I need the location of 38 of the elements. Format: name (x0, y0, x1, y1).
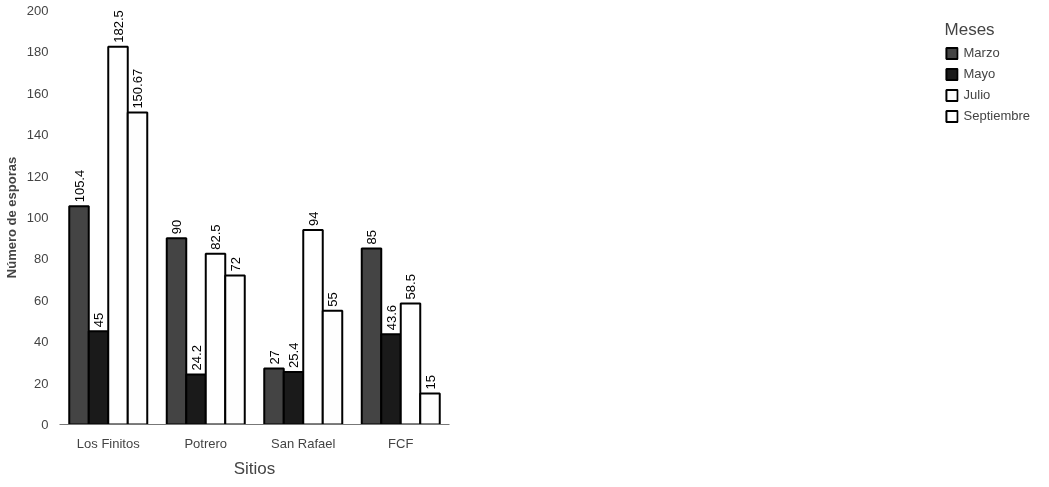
x-tick-label: FCF (388, 435, 414, 451)
y-tick-label: 60 (34, 292, 49, 308)
y-tick-label: 120 (26, 168, 49, 184)
data-label: 182.5 (110, 10, 126, 43)
x-axis-title: Sitios (233, 458, 276, 478)
data-label: 85 (364, 230, 379, 245)
data-label: 24.2 (188, 345, 204, 371)
x-tick-label: Los Finitos (76, 435, 141, 451)
legend-title: Meses (944, 20, 996, 40)
legend-label: Julio (963, 87, 991, 102)
y-tick-label: 200 (26, 3, 49, 18)
data-label: 94 (305, 211, 321, 226)
data-label: 55 (325, 292, 340, 307)
data-label: 43.6 (383, 304, 399, 331)
data-label: 15 (422, 374, 438, 390)
legend-label: Septiembre (963, 108, 1030, 123)
y-tick-label: 180 (26, 44, 49, 60)
y-tick-label: 0 (41, 417, 49, 432)
data-label: 25.4 (286, 342, 301, 368)
y-tick-label: 80 (34, 251, 49, 267)
y-tick-label: 140 (26, 127, 49, 143)
data-label: 45 (91, 312, 106, 328)
data-label: 150.67 (130, 68, 145, 109)
y-axis-title: Número de esporas (3, 156, 19, 279)
data-label: 58.5 (403, 274, 418, 300)
y-tick-label: 160 (26, 85, 49, 101)
data-label: 90 (169, 219, 184, 235)
y-tick-label: 100 (26, 210, 49, 225)
data-label: 27 (266, 350, 282, 365)
y-tick-label: 40 (34, 334, 49, 350)
y-tick-label: 20 (34, 375, 49, 391)
legend-label: Mayo (963, 66, 996, 81)
data-label: 105.4 (71, 169, 87, 203)
x-tick-label: San Rafael (271, 435, 336, 451)
legend-label: Marzo (963, 45, 1000, 60)
data-label: 72 (227, 256, 243, 272)
x-tick-label: Potrero (184, 435, 228, 451)
data-label: 82.5 (208, 224, 223, 250)
